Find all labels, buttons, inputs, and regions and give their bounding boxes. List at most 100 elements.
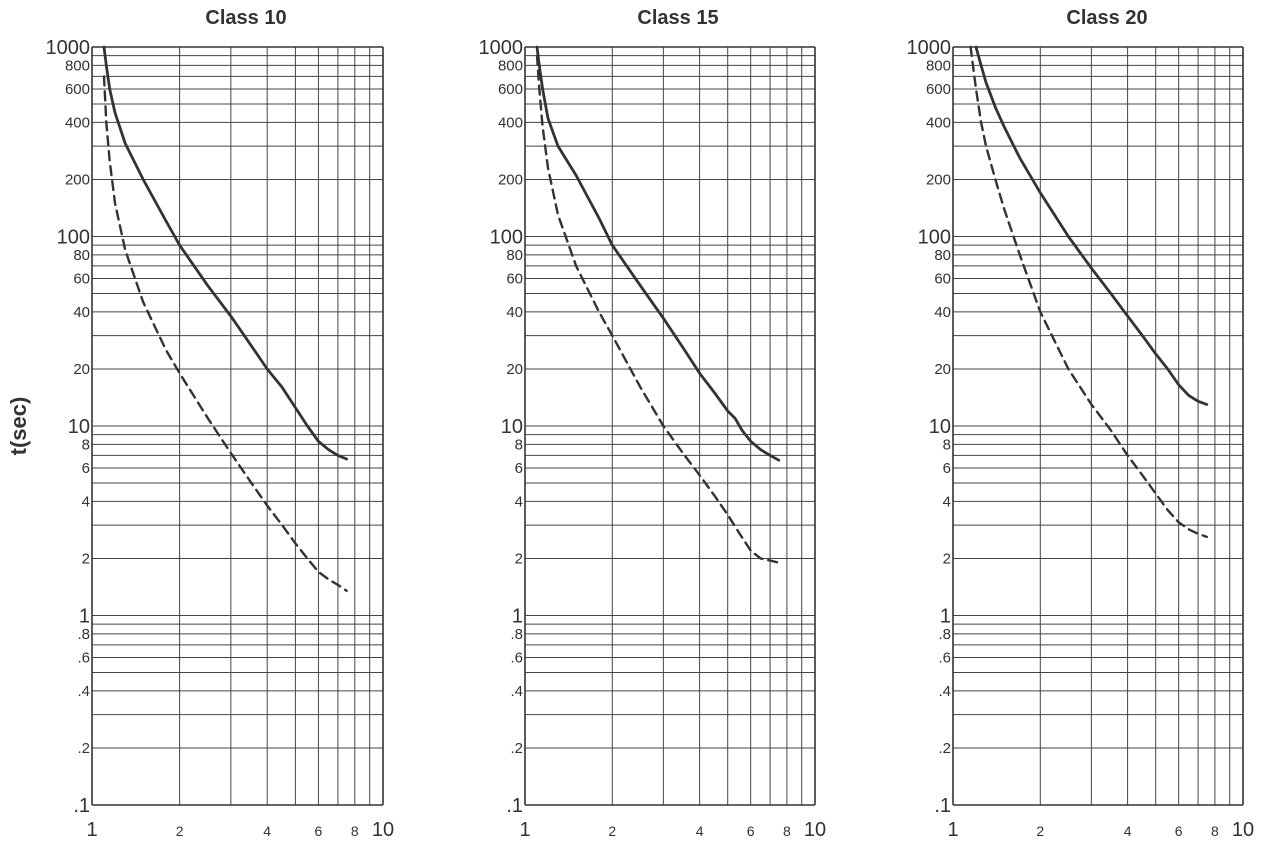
y-tick-label: .2 — [77, 740, 90, 757]
x-tick-label: 1 — [947, 819, 958, 841]
y-tick-label: 400 — [926, 114, 951, 131]
y-tick-label: .1 — [73, 795, 90, 817]
x-tick-label: 8 — [351, 823, 359, 839]
gridlines — [525, 47, 815, 806]
y-tick-label: 1000 — [46, 37, 91, 59]
solid-trip-curve — [974, 45, 1209, 406]
y-tick-label: 2 — [943, 550, 951, 567]
y-tick-label: .8 — [510, 626, 523, 643]
chart-title: Class 10 — [205, 7, 286, 29]
y-tick-label: 1 — [79, 606, 90, 628]
y-tick-label: 40 — [73, 304, 90, 321]
y-tick-label: 8 — [943, 436, 951, 453]
y-tick-label: 6 — [82, 460, 90, 477]
x-tick-label: 2 — [1036, 823, 1044, 839]
y-tick-label: 4 — [82, 493, 90, 510]
y-tick-label: 600 — [65, 81, 90, 98]
gridlines — [953, 47, 1243, 806]
y-tick-label: .6 — [938, 650, 951, 667]
y-tick-label: 1000 — [907, 37, 952, 59]
y-tick-label: 10 — [501, 416, 523, 438]
y-axis-label: t(sec) — [6, 397, 31, 456]
chart-panel-2: Class 1510008006004002001008060402010864… — [479, 7, 827, 841]
y-tick-label: .8 — [938, 626, 951, 643]
y-tick-label: .2 — [510, 740, 523, 757]
y-tick-label: 80 — [934, 247, 951, 264]
y-tick-label: .4 — [77, 683, 90, 700]
x-tick-label: 1 — [519, 819, 530, 841]
y-tick-label: 800 — [498, 57, 523, 74]
x-tick-labels: 1 2 4 6 8 10 — [519, 819, 826, 841]
dashed-trip-curve — [102, 75, 348, 592]
dashed-trip-curve — [969, 45, 1209, 539]
x-tick-label: 4 — [696, 823, 704, 839]
y-tick-label: 6 — [515, 460, 523, 477]
y-tick-label: .6 — [510, 650, 523, 667]
x-tick-label: 2 — [176, 823, 184, 839]
x-tick-label: 6 — [315, 823, 323, 839]
y-tick-label: .1 — [934, 795, 951, 817]
y-tick-label: 100 — [918, 227, 951, 249]
solid-trip-curve — [535, 45, 781, 462]
x-tick-labels: 1 2 4 6 8 10 — [86, 819, 394, 841]
y-tick-label: 20 — [934, 361, 951, 378]
y-tick-label: .6 — [77, 650, 90, 667]
y-tick-label: 2 — [515, 550, 523, 567]
y-tick-label: .8 — [77, 626, 90, 643]
y-tick-label: 1000 — [479, 37, 524, 59]
y-tick-label: 8 — [515, 436, 523, 453]
y-tick-label: 10 — [929, 416, 951, 438]
x-tick-label: 10 — [372, 819, 394, 841]
y-tick-label: .1 — [506, 795, 523, 817]
x-tick-label: 10 — [804, 819, 826, 841]
chart-panel-3: Class 2010008006004002001008060402010864… — [907, 7, 1255, 841]
y-tick-label: 600 — [926, 81, 951, 98]
x-tick-label: 6 — [747, 823, 755, 839]
y-tick-label: 4 — [943, 493, 951, 510]
y-tick-label: 600 — [498, 81, 523, 98]
y-tick-label: 400 — [498, 114, 523, 131]
solid-trip-curve — [102, 45, 349, 461]
x-tick-label: 2 — [608, 823, 616, 839]
y-tick-label: 40 — [506, 304, 523, 321]
y-tick-label: 20 — [506, 361, 523, 378]
y-tick-label: 10 — [68, 416, 90, 438]
y-tick-label: 20 — [73, 361, 90, 378]
y-tick-label: 40 — [934, 304, 951, 321]
y-tick-label: .4 — [510, 683, 523, 700]
x-tick-labels: 1 2 4 6 8 10 — [947, 819, 1254, 841]
y-tick-label: 800 — [926, 57, 951, 74]
y-tick-label: 400 — [65, 114, 90, 131]
y-tick-label: 80 — [73, 247, 90, 264]
y-tick-label: 2 — [82, 550, 90, 567]
x-tick-label: 8 — [783, 823, 791, 839]
dashed-trip-curve — [535, 54, 780, 564]
x-tick-label: 4 — [263, 823, 271, 839]
y-tick-label: 6 — [943, 460, 951, 477]
y-tick-label: .4 — [938, 683, 951, 700]
y-tick-label: 200 — [926, 171, 951, 188]
y-tick-label: 80 — [506, 247, 523, 264]
y-tick-label: 4 — [515, 493, 523, 510]
y-tick-label: 200 — [65, 171, 90, 188]
x-tick-label: 8 — [1211, 823, 1219, 839]
y-tick-label: .2 — [938, 740, 951, 757]
x-tick-label: 10 — [1232, 819, 1254, 841]
y-tick-label: 100 — [490, 227, 523, 249]
gridlines — [92, 47, 383, 806]
y-tick-label: 60 — [73, 271, 90, 288]
chart-title: Class 15 — [637, 7, 718, 29]
y-tick-label: 1 — [512, 606, 523, 628]
y-tick-label: 200 — [498, 171, 523, 188]
x-tick-label: 4 — [1124, 823, 1132, 839]
y-tick-label: 1 — [940, 606, 951, 628]
y-tick-label: 800 — [65, 57, 90, 74]
chart-title: Class 20 — [1066, 7, 1147, 29]
y-tick-label: 100 — [57, 227, 90, 249]
y-tick-label: 60 — [506, 271, 523, 288]
y-tick-label: 8 — [82, 436, 90, 453]
